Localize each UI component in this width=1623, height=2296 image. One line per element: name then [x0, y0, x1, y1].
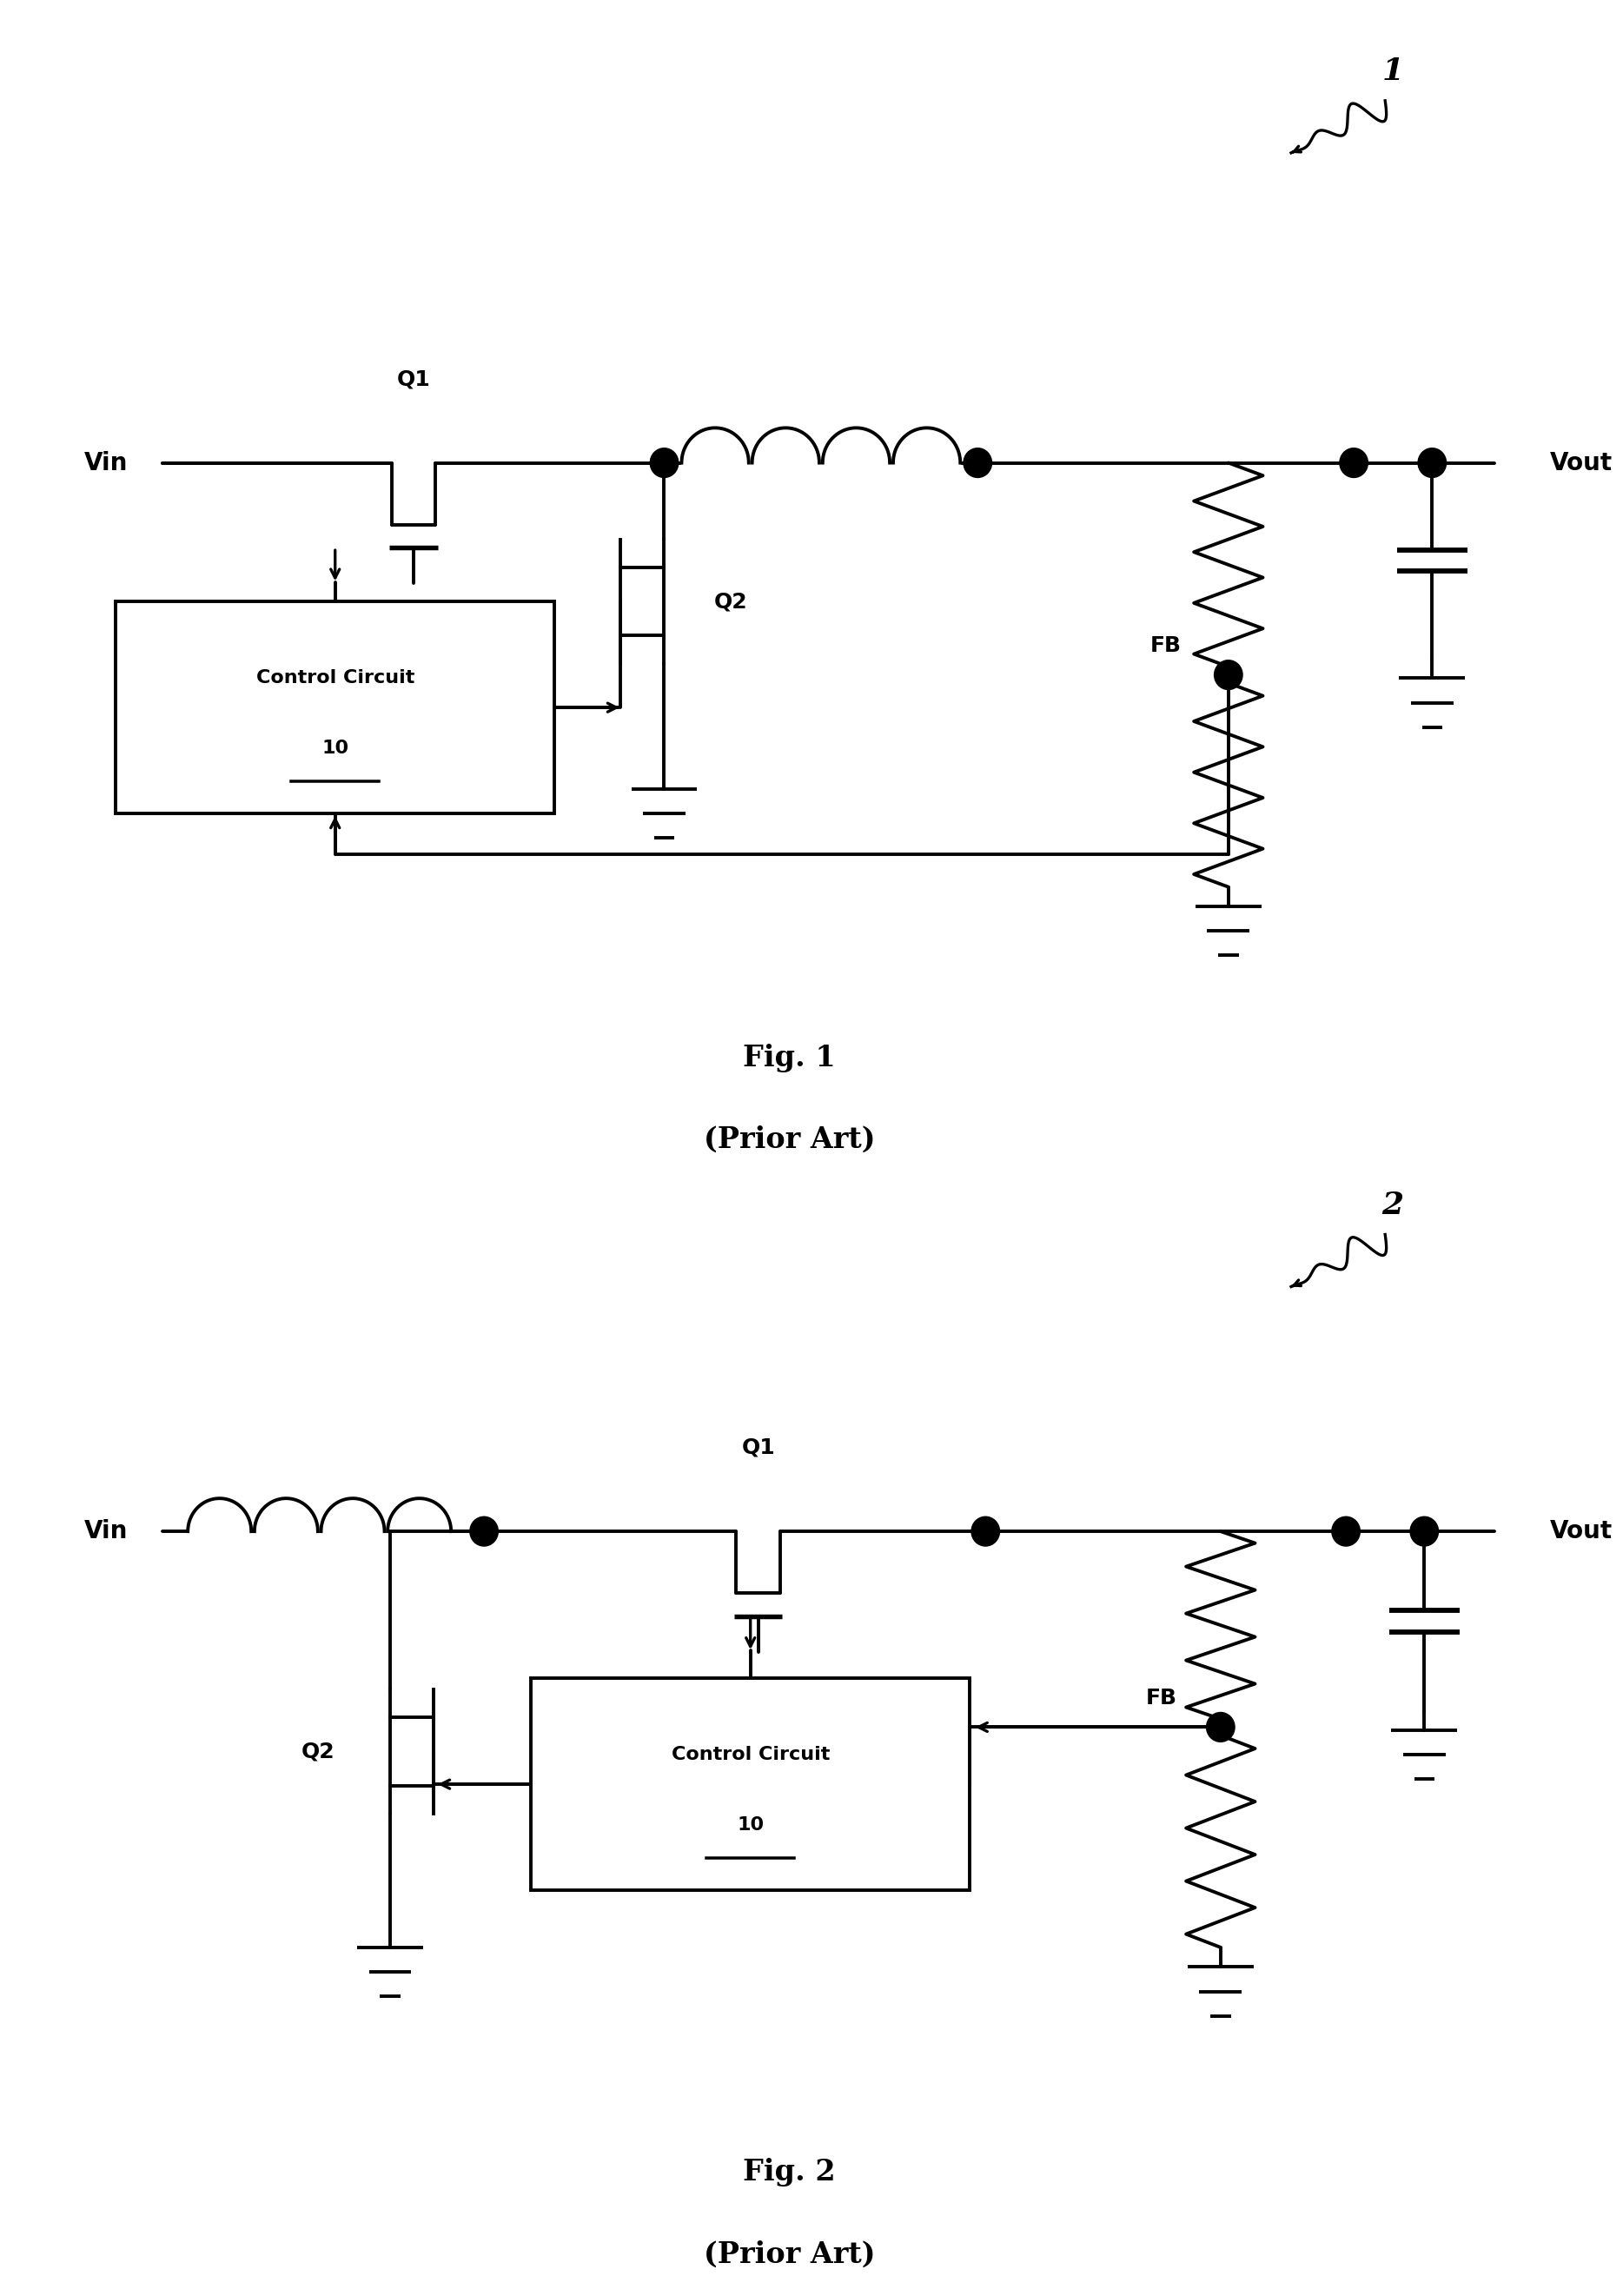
- Circle shape: [1332, 1518, 1360, 1545]
- Circle shape: [1206, 1713, 1235, 1743]
- Text: Fig. 2: Fig. 2: [743, 2158, 836, 2186]
- Text: Vout: Vout: [1550, 450, 1612, 475]
- Circle shape: [972, 1518, 1000, 1545]
- Text: 1: 1: [1383, 57, 1404, 85]
- Bar: [531, 1678, 971, 1890]
- Text: (Prior Art): (Prior Art): [704, 2239, 875, 2268]
- Text: 10: 10: [321, 739, 349, 758]
- Text: Q1: Q1: [742, 1437, 776, 1458]
- Text: Control Circuit: Control Circuit: [672, 1747, 829, 1763]
- Text: FB: FB: [1151, 636, 1182, 657]
- Text: Vout: Vout: [1550, 1520, 1612, 1543]
- Text: Q2: Q2: [714, 590, 748, 613]
- Bar: [115, 602, 555, 813]
- Text: Control Circuit: Control Circuit: [256, 670, 414, 687]
- Text: Fig. 1: Fig. 1: [743, 1045, 836, 1072]
- Text: 2: 2: [1383, 1189, 1404, 1219]
- Circle shape: [1214, 661, 1243, 689]
- Circle shape: [1339, 448, 1368, 478]
- Text: FB: FB: [1146, 1688, 1177, 1708]
- Text: 10: 10: [737, 1816, 764, 1835]
- Circle shape: [964, 448, 992, 478]
- Text: Vin: Vin: [84, 450, 128, 475]
- Circle shape: [471, 1518, 498, 1545]
- Circle shape: [1410, 1518, 1438, 1545]
- Text: (Prior Art): (Prior Art): [704, 1125, 875, 1155]
- Text: Vin: Vin: [84, 1520, 128, 1543]
- Text: Q2: Q2: [302, 1740, 334, 1761]
- Circle shape: [1419, 448, 1446, 478]
- Circle shape: [651, 448, 678, 478]
- Text: Q1: Q1: [396, 370, 430, 390]
